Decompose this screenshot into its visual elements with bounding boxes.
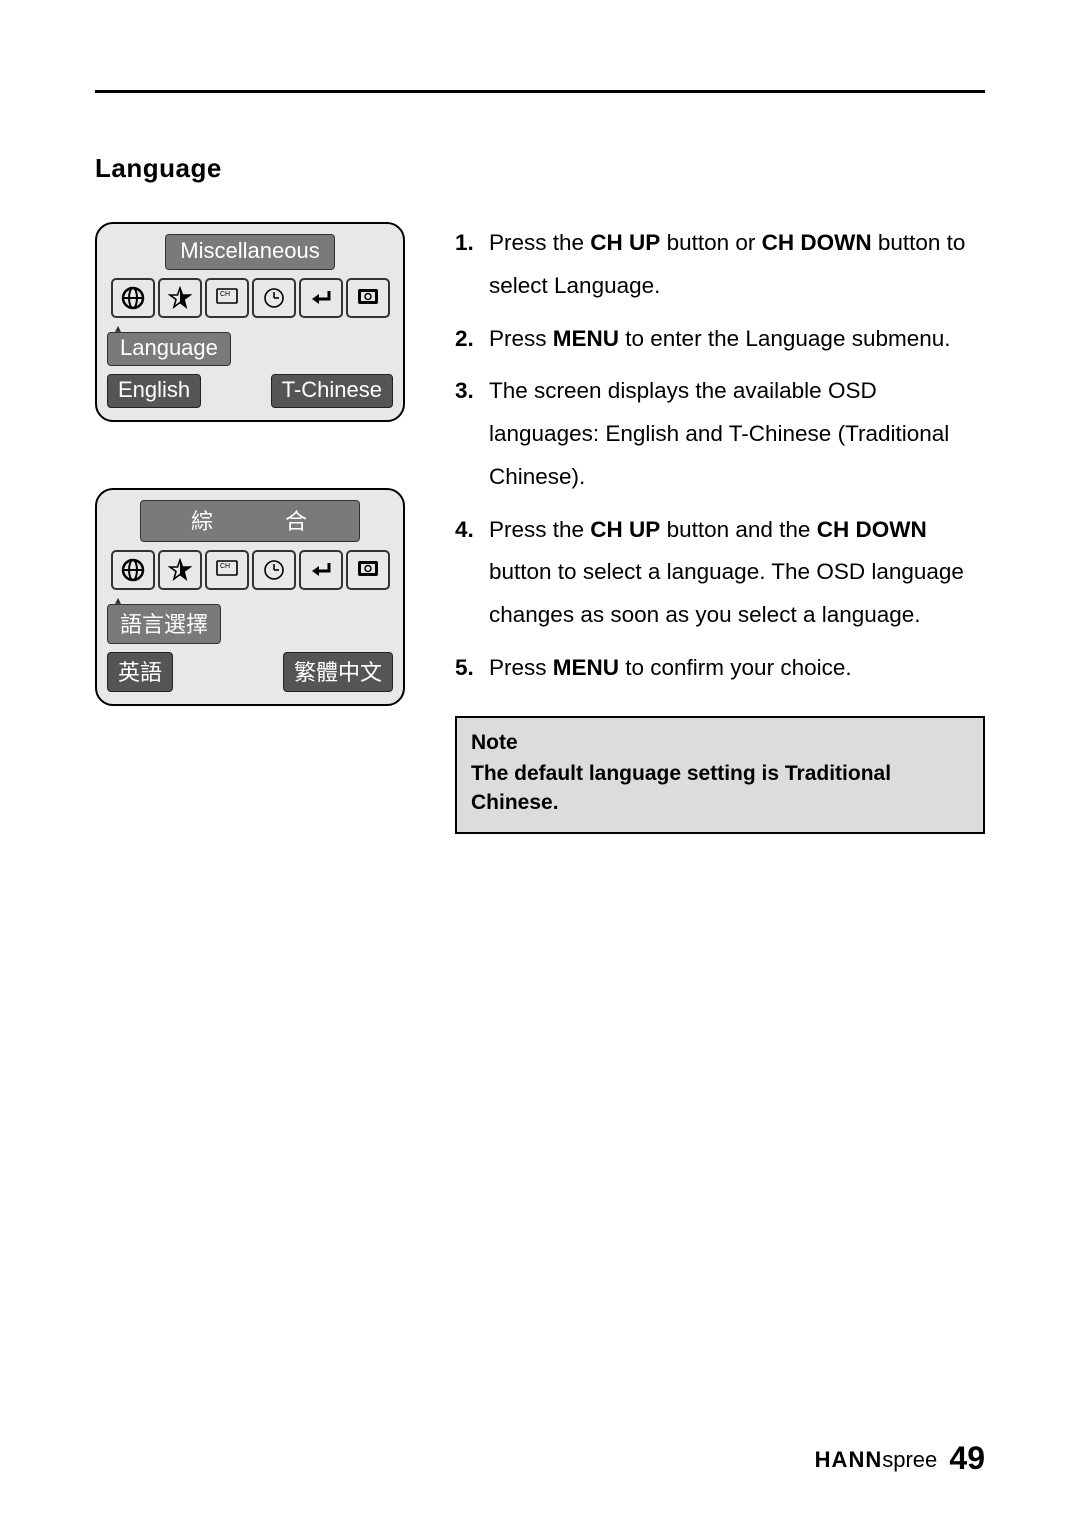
svg-text:CH: CH [220, 563, 230, 570]
content-columns: Miscellaneous CH [95, 222, 985, 834]
instruction-step-1: Press the CH UP button or CH DOWN button… [455, 222, 985, 308]
return-icon [299, 550, 343, 590]
note-box: Note The default language setting is Tra… [455, 716, 985, 834]
clock-icon [252, 550, 296, 590]
instruction-step-3: The screen displays the available OSD la… [455, 370, 985, 498]
page-footer: HANNspree 49 [815, 1440, 985, 1477]
osd-submenu-label-cn: 語言選擇 [107, 604, 221, 644]
note-title: Note [471, 728, 969, 757]
star-icon [158, 550, 202, 590]
osd-title-cn-left: 綜 [191, 504, 215, 536]
instruction-step-2: Press MENU to enter the Language submenu… [455, 318, 985, 361]
globe-icon [111, 550, 155, 590]
text-fragment: to confirm your choice. [619, 655, 852, 680]
section-title: Language [95, 153, 985, 184]
return-icon [299, 278, 343, 318]
text-fragment: button and the [660, 517, 816, 542]
system-icon [346, 550, 390, 590]
right-column: Press the CH UP button or CH DOWN button… [455, 222, 985, 834]
osd-option-tchinese: T-Chinese [271, 374, 393, 408]
osd-icon-row: CH [107, 550, 393, 590]
text-bold: CH UP [590, 517, 660, 542]
osd-option-english: English [107, 374, 201, 408]
osd-options-row: 英語 繁體中文 [107, 652, 393, 692]
text-fragment: Press [489, 326, 553, 351]
caret-icon: ▴ [115, 596, 393, 604]
osd-title: Miscellaneous [165, 234, 335, 270]
text-fragment: button to select a language. The OSD lan… [489, 559, 964, 627]
instruction-step-5: Press MENU to confirm your choice. [455, 647, 985, 690]
osd-screenshot-english: Miscellaneous CH [95, 222, 405, 422]
text-bold: MENU [553, 655, 619, 680]
caret-icon: ▴ [115, 324, 393, 332]
text-bold: CH UP [590, 230, 660, 255]
star-icon [158, 278, 202, 318]
text-fragment: button or [660, 230, 761, 255]
ch-icon: CH [205, 278, 249, 318]
brand-suffix: spree [882, 1447, 937, 1472]
page-number: 49 [949, 1440, 985, 1476]
text-fragment: Press the [489, 230, 590, 255]
text-bold: CH DOWN [817, 517, 927, 542]
system-icon [346, 278, 390, 318]
text-fragment: The screen displays the available OSD la… [489, 378, 949, 489]
brand-prefix: HANN [815, 1447, 883, 1472]
svg-text:CH: CH [220, 291, 230, 298]
osd-screenshot-chinese: 綜 合 CH [95, 488, 405, 706]
osd-submenu-label: Language [107, 332, 231, 366]
clock-icon [252, 278, 296, 318]
osd-title-cn: 綜 合 [140, 500, 360, 542]
text-bold: CH DOWN [762, 230, 872, 255]
osd-option-english-cn: 英語 [107, 652, 173, 692]
note-body: The default language setting is Traditio… [471, 759, 969, 818]
text-fragment: Press the [489, 517, 590, 542]
osd-option-tchinese-cn: 繁體中文 [283, 652, 393, 692]
osd-options-row: English T-Chinese [107, 374, 393, 408]
left-column: Miscellaneous CH [95, 222, 405, 706]
horizontal-rule [95, 90, 985, 93]
ch-icon: CH [205, 550, 249, 590]
instruction-step-4: Press the CH UP button and the CH DOWN b… [455, 509, 985, 637]
text-fragment: Press [489, 655, 553, 680]
text-bold: MENU [553, 326, 619, 351]
globe-icon [111, 278, 155, 318]
instruction-list: Press the CH UP button or CH DOWN button… [455, 222, 985, 690]
text-fragment: to enter the Language submenu. [619, 326, 951, 351]
osd-title-cn-right: 合 [285, 504, 309, 536]
osd-icon-row: CH [107, 278, 393, 318]
